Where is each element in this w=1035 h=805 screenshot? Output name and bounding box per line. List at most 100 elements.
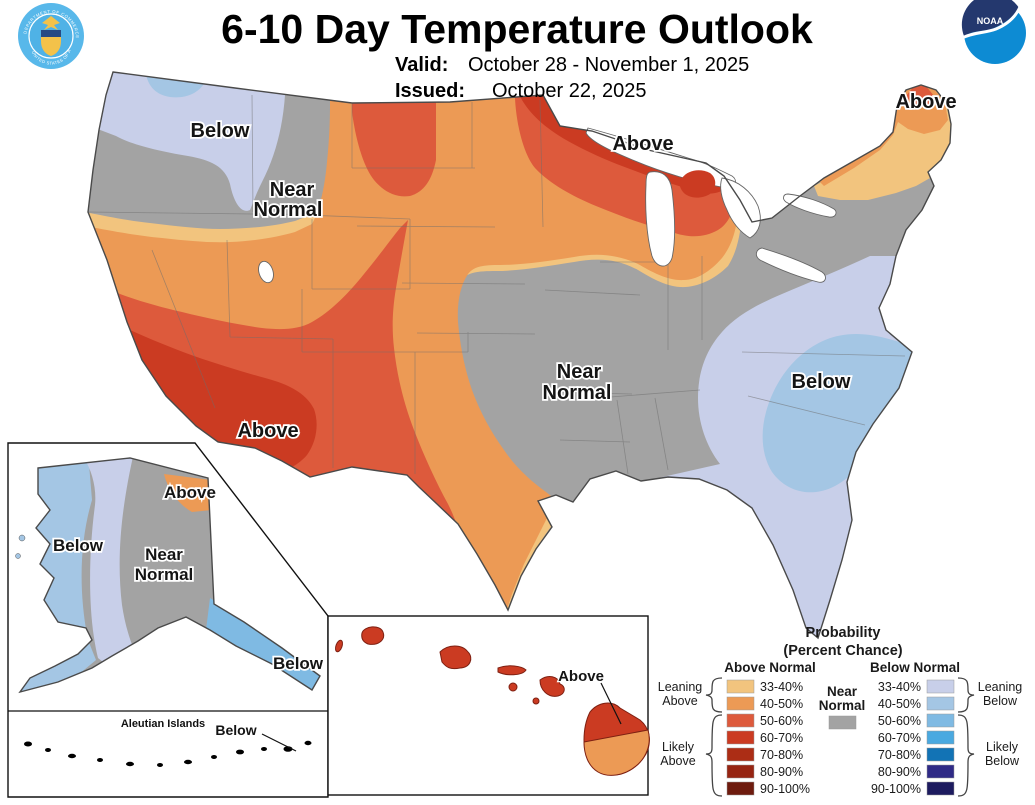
noaa-dark-top — [961, 0, 1019, 36]
lake-huron — [720, 177, 761, 239]
island-kauai — [361, 626, 385, 645]
legend-label: 90-100% — [871, 782, 921, 796]
us-outline — [87, 71, 952, 640]
legend-swatch-below-90-100 — [926, 781, 955, 796]
legend-near-1: Near — [827, 684, 858, 699]
issued-label: Issued: — [395, 80, 465, 102]
legend-swatch-below-40-50 — [926, 696, 955, 711]
noaa-logo-text: NOAA — [977, 16, 1004, 26]
legend-above-header: Above Normal — [724, 660, 816, 675]
region-above-40-50-west — [88, 88, 738, 612]
great-salt-lake — [258, 260, 274, 284]
legend-swatch-below-80-90 — [926, 764, 955, 779]
region-above-50-60-maine-tip — [906, 86, 934, 106]
island-molokai — [497, 665, 527, 676]
legend-likely-above-1: Likely — [662, 740, 695, 754]
legend-above-labels: 33-40% 40-50% 50-60% 60-70% 70-80% 80-90… — [760, 680, 810, 796]
region-above-60-70-michigan-tip — [679, 170, 716, 198]
region-above-50-60-southwest — [115, 220, 464, 550]
legend-above-column — [726, 679, 755, 796]
aleutian-pointer-line — [261, 733, 297, 752]
alaska-island-dot — [18, 534, 26, 542]
alaska-label-near-1: Near — [145, 545, 183, 564]
legend-label: 33-40% — [760, 680, 803, 694]
legend-swatch-near-normal — [828, 715, 857, 730]
alaska-label-above: Above — [164, 483, 216, 502]
state-boundaries — [88, 94, 906, 475]
alaska-inset: Above Below Near Normal Below Aleutian I… — [7, 442, 329, 798]
legend-swatch-below-33-40 — [926, 679, 955, 694]
legend-swatch-above-80-90 — [726, 764, 755, 779]
hawaii-pointer-line — [600, 682, 622, 725]
map-label-central-near-2: Normal — [543, 382, 612, 404]
hawaii-inset: Above — [327, 615, 650, 796]
alaska-above-northeast — [164, 474, 212, 512]
legend-near-2: Normal — [819, 698, 866, 713]
legend-likely-below-2: Below — [985, 754, 1020, 768]
noaa-logo: NOAA — [961, 0, 1026, 64]
legend-swatch-below-60-70 — [926, 730, 955, 745]
region-above-40-50-northeast — [818, 84, 948, 186]
map-label-nw-below: Below — [191, 120, 250, 142]
legend-likely-below-1: Likely — [986, 740, 1019, 754]
map-label-nw-near-2: Normal — [254, 199, 323, 221]
header: 6-10 Day Temperature Outlook Valid: Octo… — [221, 6, 813, 102]
island-oahu — [439, 645, 472, 670]
brace-likely-above — [705, 714, 723, 797]
valid-label: Valid: — [395, 54, 448, 76]
legend-label: 60-70% — [878, 731, 921, 745]
aleutian-label-below: Below — [215, 722, 256, 738]
island-lanai — [508, 682, 518, 692]
legend-label: 80-90% — [760, 765, 803, 779]
legend-leaning-below-1: Leaning — [978, 680, 1023, 694]
lake-erie — [755, 247, 826, 283]
commerce-seal-logo: DEPARTMENT OF COMMERCE UNITED STATES OF … — [0, 0, 84, 69]
legend-label: 40-50% — [878, 697, 921, 711]
legend-swatch-above-90-100 — [726, 781, 755, 796]
legend-label: 70-80% — [878, 748, 921, 762]
island-maui — [539, 676, 565, 697]
legend-label: 90-100% — [760, 782, 810, 796]
issued-value: October 22, 2025 — [492, 80, 647, 102]
alaska-island-dot — [15, 553, 21, 559]
brace-leaning-below — [957, 677, 975, 713]
noaa-seagull-icon — [961, 6, 1022, 40]
alaska-below-50-60-panhandle — [206, 598, 320, 692]
legend-leaning-above-2: Above — [662, 694, 697, 708]
brace-likely-below — [957, 714, 975, 797]
map-label-midwest-above: Above — [612, 133, 673, 155]
legend-label: 80-90% — [878, 765, 921, 779]
legend-swatch-above-33-40 — [726, 679, 755, 694]
region-below-40-50-carolinas — [762, 334, 916, 493]
commerce-eagle-icon — [42, 16, 60, 30]
legend-label: 70-80% — [760, 748, 803, 762]
alaska-outline — [18, 457, 321, 694]
hawaiian-islands — [335, 626, 650, 776]
island-kahoolawe — [532, 697, 540, 705]
map-label-sw-above: Above — [237, 420, 298, 442]
island-hawaii-south — [583, 729, 650, 776]
legend: Probability (Percent Chance) Above Norma… — [658, 625, 1023, 797]
legend-label: 40-50% — [760, 697, 803, 711]
valid-value: October 28 - November 1, 2025 — [468, 54, 749, 76]
lake-ontario — [783, 193, 837, 218]
map-label-se-below: Below — [792, 371, 851, 393]
legend-below-labels: 33-40% 40-50% 50-60% 60-70% 70-80% 80-90… — [871, 680, 921, 796]
region-above-60-70-arizona — [130, 330, 317, 474]
legend-swatch-below-70-80 — [926, 747, 955, 762]
island-niihau — [335, 639, 343, 653]
legend-below-column — [926, 679, 955, 796]
legend-label: 60-70% — [760, 731, 803, 745]
commerce-shield-chief — [41, 30, 61, 37]
legend-label: 33-40% — [878, 680, 921, 694]
legend-title: Probability — [806, 625, 881, 641]
page-title: 6-10 Day Temperature Outlook — [221, 6, 813, 52]
legend-label: 50-60% — [878, 714, 921, 728]
region-above-50-60-dakotas — [352, 90, 436, 197]
hawaii-label-above: Above — [558, 668, 604, 685]
lake-michigan — [645, 171, 676, 267]
legend-swatch-above-60-70 — [726, 730, 755, 745]
legend-leaning-below-2: Below — [983, 694, 1018, 708]
